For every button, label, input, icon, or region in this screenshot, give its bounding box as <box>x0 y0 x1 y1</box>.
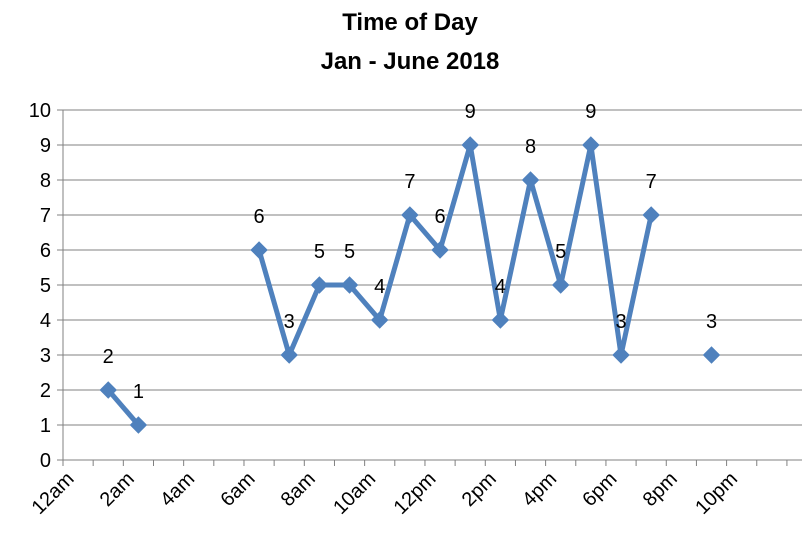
data-point-3pm <box>521 171 540 189</box>
data-label-11am: 7 <box>404 171 415 193</box>
data-point-6am <box>250 241 268 259</box>
y-tick-label-2: 2 <box>40 380 51 402</box>
data-point-1pm <box>461 136 479 154</box>
chart-subtitle: Jan - June 2018 <box>321 48 500 75</box>
x-tick-label-10pm: 10pm <box>691 468 742 519</box>
data-point-10am <box>371 311 389 329</box>
y-tick-label-4: 4 <box>40 310 51 332</box>
data-point-4pm <box>551 276 570 294</box>
y-tick-label-8: 8 <box>40 170 51 192</box>
x-tick-label-2am: 2am <box>96 468 139 511</box>
data-label-7am: 3 <box>284 311 295 333</box>
x-tick-label-6pm: 6pm <box>578 468 621 511</box>
x-tick-label-4pm: 4pm <box>518 468 561 511</box>
data-label-2am: 1 <box>133 381 144 403</box>
data-point-6pm <box>612 346 630 364</box>
y-tick-label-1: 1 <box>40 415 51 437</box>
gridlines <box>57 109 802 461</box>
y-tick-label-0: 0 <box>40 450 51 472</box>
data-point-12pm <box>431 241 449 259</box>
y-tick-label-5: 5 <box>40 275 51 297</box>
series-line-segment-0-0 <box>105 387 141 428</box>
x-tick-label-8pm: 8pm <box>639 468 682 511</box>
x-tick-label-2pm: 2pm <box>458 468 501 511</box>
x-tick-label-12pm: 12pm <box>390 468 441 519</box>
data-label-5pm: 9 <box>585 101 596 123</box>
data-label-3pm: 8 <box>525 136 536 158</box>
y-tick-label-10: 10 <box>29 100 51 122</box>
x-tick-label-12am: 12am <box>28 468 79 519</box>
data-label-9pm: 3 <box>706 311 717 333</box>
data-point-7pm <box>642 206 660 224</box>
data-label-12pm: 6 <box>434 206 445 228</box>
data-label-6am: 6 <box>253 206 264 228</box>
data-label-9am: 5 <box>344 241 355 263</box>
data-point-2am <box>129 416 148 434</box>
data-label-7pm: 7 <box>646 171 657 193</box>
data-label-1pm: 9 <box>465 101 476 123</box>
y-tick-label-9: 9 <box>40 135 51 157</box>
data-point-8am <box>310 276 329 294</box>
x-tick-label-4am: 4am <box>156 468 199 511</box>
data-label-4pm: 5 <box>555 241 566 263</box>
y-tick-label-6: 6 <box>40 240 51 262</box>
data-point-9pm <box>702 346 721 364</box>
data-point-7am <box>280 346 298 364</box>
data-point-5pm <box>582 136 600 154</box>
chart-title: Time of Day <box>342 9 478 36</box>
data-label-8am: 5 <box>314 241 325 263</box>
x-tick-label-6am: 6am <box>216 468 259 511</box>
data-label-2pm: 4 <box>495 276 506 298</box>
data-point-11am <box>401 206 419 224</box>
x-tick-label-8am: 8am <box>277 468 320 511</box>
series-layer <box>99 136 721 434</box>
data-point-1am <box>99 381 117 399</box>
data-label-10am: 4 <box>374 276 385 298</box>
y-tick-label-7: 7 <box>40 205 51 227</box>
data-label-1am: 2 <box>103 346 114 368</box>
x-tick-label-10am: 10am <box>329 468 380 519</box>
data-label-6pm: 3 <box>615 311 626 333</box>
y-tick-label-3: 3 <box>40 345 51 367</box>
data-point-9am <box>340 276 359 294</box>
data-point-2pm <box>491 311 510 329</box>
